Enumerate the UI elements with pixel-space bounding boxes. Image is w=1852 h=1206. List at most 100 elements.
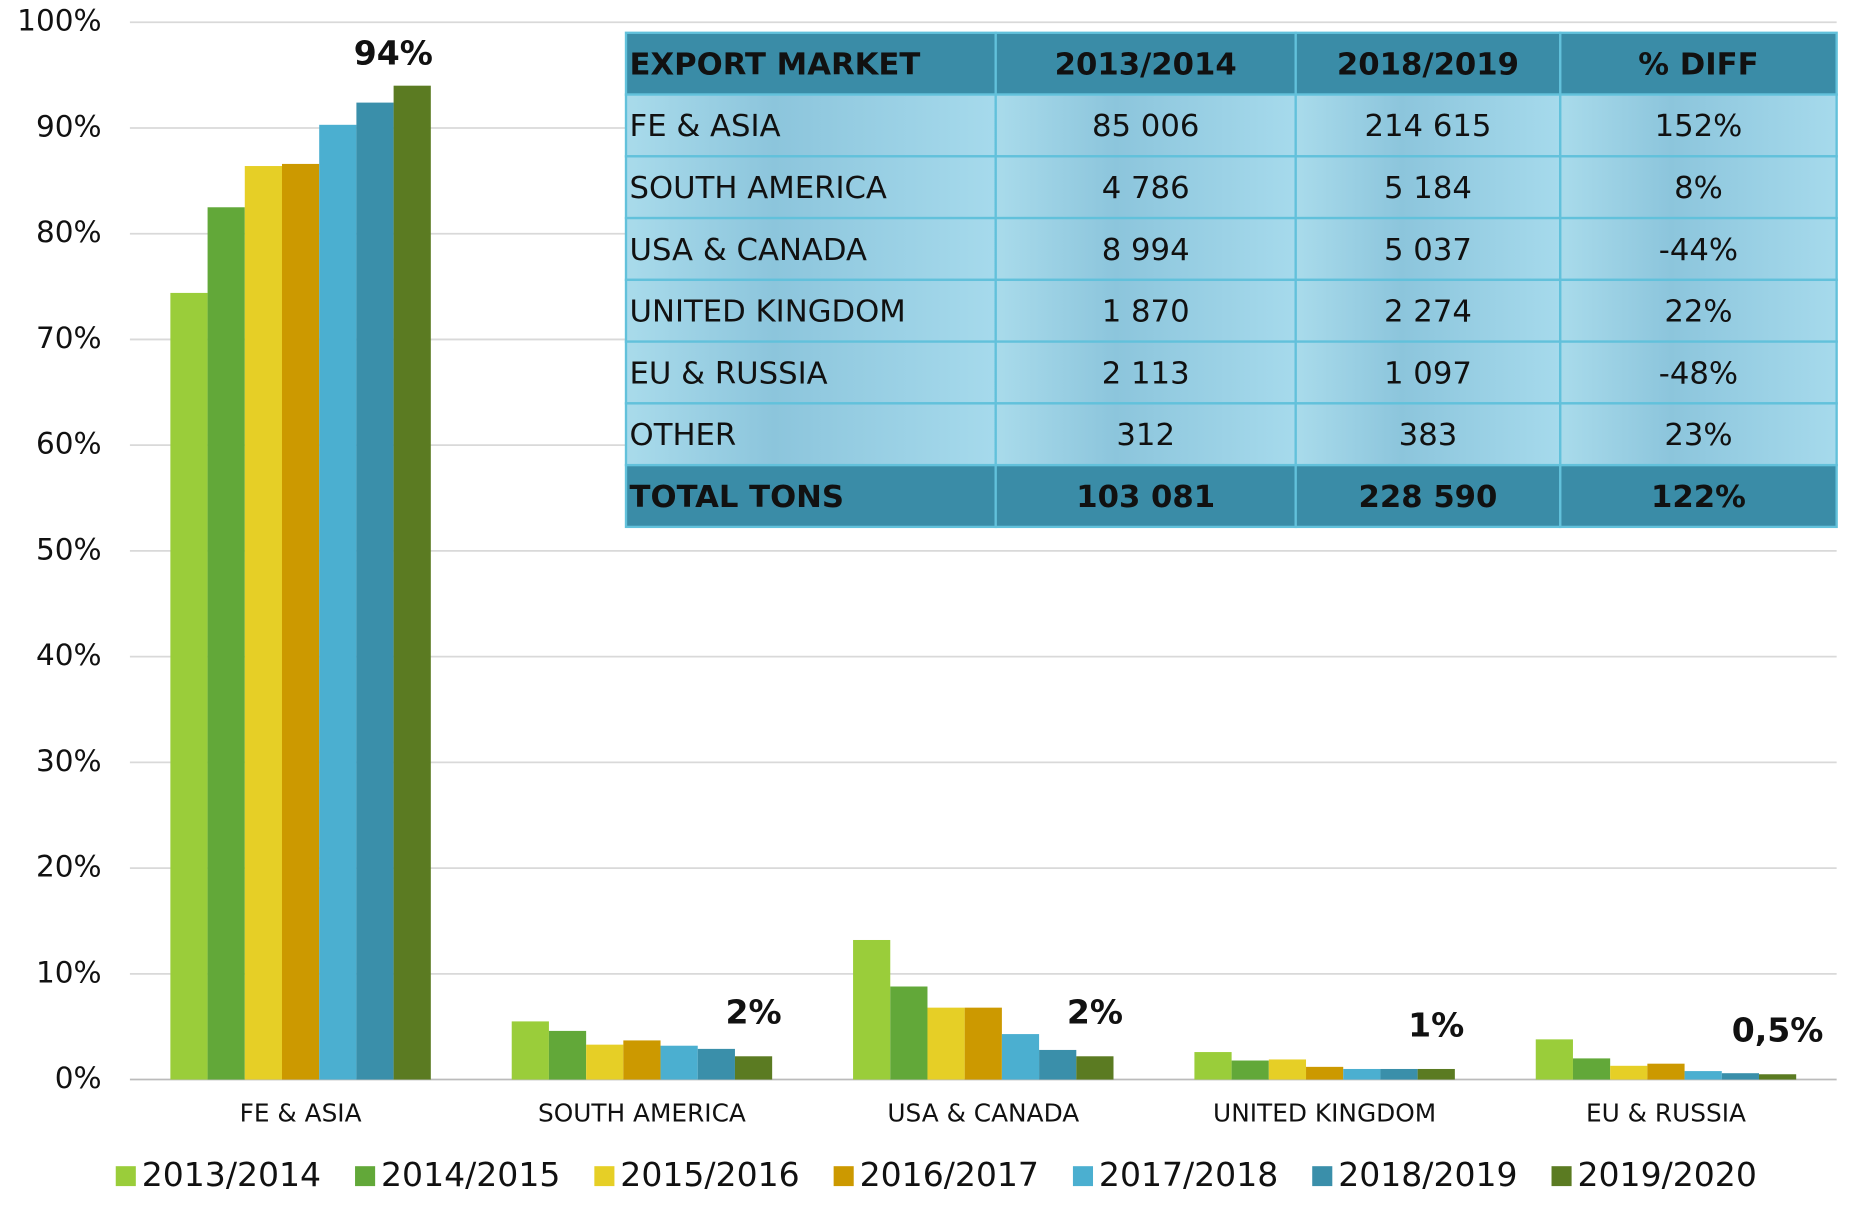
bar bbox=[1610, 1065, 1648, 1080]
y-tick-label: 50% bbox=[36, 532, 102, 566]
table-text: 2 274 bbox=[1384, 295, 1472, 330]
bar bbox=[393, 85, 431, 1080]
legend-label: 2016/2017 bbox=[860, 1155, 1039, 1194]
table-text: FE & ASIA bbox=[630, 109, 781, 144]
table-cell bbox=[624, 216, 997, 282]
table-cell bbox=[1559, 278, 1838, 343]
bar bbox=[1417, 1068, 1455, 1080]
table-cell bbox=[1559, 155, 1838, 220]
table-text: 5 184 bbox=[1384, 171, 1472, 206]
y-tick-label: 70% bbox=[36, 321, 102, 355]
table-header: EXPORT MARKET bbox=[630, 48, 921, 83]
table-text: UNITED KINGDOM bbox=[630, 295, 906, 330]
bar bbox=[1721, 1073, 1759, 1080]
table-cell bbox=[994, 463, 1297, 529]
bar bbox=[964, 1007, 1002, 1080]
table-text: 312 bbox=[1116, 418, 1175, 453]
bar bbox=[853, 939, 891, 1080]
legend-swatch bbox=[115, 1166, 136, 1187]
bar bbox=[623, 1040, 661, 1080]
table-text: 85 006 bbox=[1092, 109, 1199, 144]
x-tick-label: USA & CANADA bbox=[887, 1099, 1079, 1128]
table-text: 122% bbox=[1651, 480, 1746, 515]
table-text: -44% bbox=[1659, 233, 1738, 268]
bar bbox=[927, 1007, 965, 1080]
table-cell bbox=[1559, 463, 1838, 529]
bar bbox=[1572, 1058, 1611, 1080]
table-text: 214 615 bbox=[1365, 109, 1492, 144]
table-cell bbox=[1294, 340, 1562, 405]
bar bbox=[1039, 1049, 1077, 1080]
table-text: SOUTH AMERICA bbox=[630, 171, 887, 206]
bar bbox=[170, 292, 208, 1080]
table-text: OTHER bbox=[630, 418, 737, 453]
legend-swatch bbox=[594, 1166, 615, 1187]
table-text: 22% bbox=[1664, 295, 1732, 330]
x-tick-label: FE & ASIA bbox=[240, 1099, 362, 1128]
bar bbox=[1380, 1068, 1418, 1080]
bar bbox=[1343, 1068, 1381, 1080]
table-text: 228 590 bbox=[1359, 480, 1498, 515]
bar bbox=[319, 124, 357, 1080]
table-text: 8% bbox=[1674, 171, 1723, 206]
bar bbox=[207, 207, 245, 1080]
table-header: 2013/2014 bbox=[1055, 48, 1237, 83]
table-cell bbox=[1294, 155, 1562, 220]
bar bbox=[1647, 1063, 1685, 1080]
bar bbox=[734, 1056, 773, 1080]
table-text: 1 870 bbox=[1102, 295, 1190, 330]
legend-label: 2015/2016 bbox=[620, 1155, 799, 1194]
table-text: 4 786 bbox=[1102, 171, 1190, 206]
table-cell bbox=[994, 93, 1297, 158]
legend-label: 2018/2019 bbox=[1338, 1155, 1517, 1194]
bar bbox=[586, 1044, 624, 1080]
bar bbox=[1194, 1052, 1232, 1080]
table-cell bbox=[624, 93, 997, 158]
table-cell bbox=[1294, 216, 1562, 282]
table-cell bbox=[1294, 278, 1562, 343]
data-label: 94% bbox=[354, 34, 433, 73]
legend-label: 2019/2020 bbox=[1578, 1155, 1757, 1194]
table-cell bbox=[1559, 402, 1838, 467]
data-label: 1% bbox=[1408, 1005, 1464, 1044]
y-tick-label: 80% bbox=[36, 215, 102, 249]
legend-label: 2014/2015 bbox=[381, 1155, 560, 1194]
table-text: -48% bbox=[1659, 356, 1738, 391]
legend-swatch bbox=[1551, 1166, 1572, 1187]
bar bbox=[890, 986, 928, 1080]
x-tick-label: EU & RUSSIA bbox=[1586, 1099, 1746, 1128]
table-text: 8 994 bbox=[1102, 233, 1190, 268]
y-tick-label: 10% bbox=[36, 955, 102, 989]
legend-label: 2013/2014 bbox=[142, 1155, 321, 1194]
bar bbox=[511, 1021, 549, 1080]
table-text: EU & RUSSIA bbox=[630, 356, 828, 391]
table-cell bbox=[1294, 402, 1562, 467]
table-cell bbox=[1294, 463, 1562, 529]
bar bbox=[697, 1048, 735, 1080]
table-cell bbox=[1559, 31, 1838, 96]
table-text: USA & CANADA bbox=[630, 233, 868, 268]
y-tick-label: 40% bbox=[36, 638, 102, 672]
table-cell bbox=[624, 31, 997, 96]
bar bbox=[281, 163, 320, 1080]
legend-swatch bbox=[1072, 1166, 1094, 1187]
legend-swatch bbox=[355, 1166, 376, 1187]
table-header: % DIFF bbox=[1638, 48, 1758, 83]
bar bbox=[548, 1030, 587, 1080]
table-text: 5 037 bbox=[1384, 233, 1472, 268]
table-cell bbox=[1559, 216, 1838, 282]
table-text: 103 081 bbox=[1076, 480, 1215, 515]
data-label: 2% bbox=[725, 993, 781, 1032]
bar bbox=[1268, 1059, 1307, 1080]
legend-swatch bbox=[1312, 1166, 1333, 1187]
table-text: 23% bbox=[1664, 418, 1732, 453]
table-cell bbox=[1559, 340, 1838, 405]
y-tick-label: 90% bbox=[36, 110, 102, 144]
x-tick-label: SOUTH AMERICA bbox=[538, 1099, 746, 1128]
table-text: TOTAL TONS bbox=[630, 480, 844, 515]
table-cell bbox=[994, 340, 1297, 405]
y-tick-label: 20% bbox=[36, 850, 102, 884]
y-tick-label: 30% bbox=[36, 744, 102, 778]
table-cell bbox=[624, 463, 997, 529]
